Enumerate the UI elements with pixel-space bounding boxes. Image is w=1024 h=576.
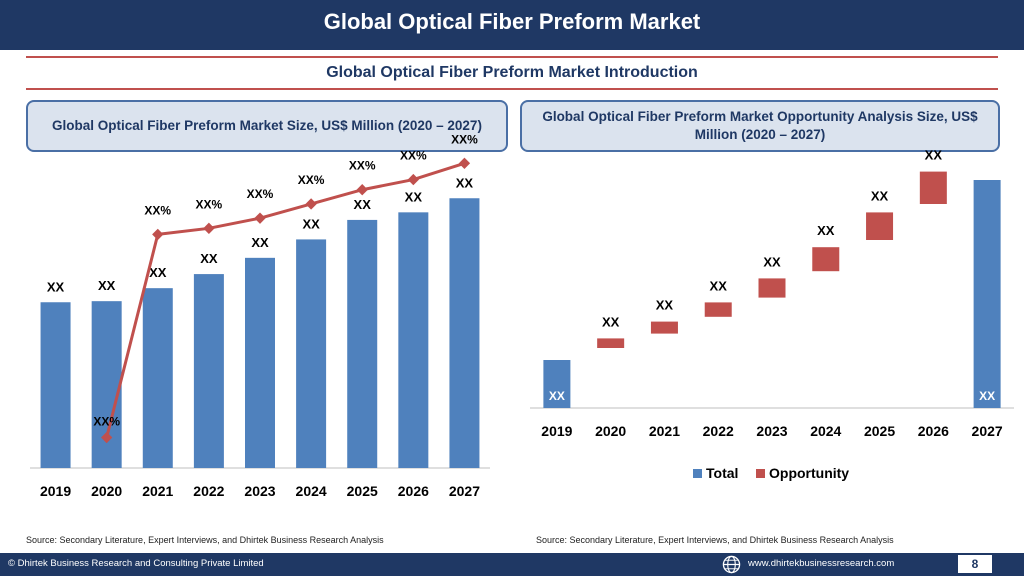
x-tick-label: 2022 — [193, 483, 224, 499]
top-divider — [26, 56, 998, 58]
bar-value-label: XX — [98, 278, 116, 293]
total-bar — [543, 360, 571, 408]
growth-label: XX% — [144, 203, 171, 217]
opportunity-bar — [812, 247, 840, 272]
bar-value-label: XX — [405, 189, 423, 204]
growth-line — [105, 161, 465, 438]
right-panel-title: Global Optical Fiber Preform Market Oppo… — [520, 100, 1000, 152]
footer-bar: © Dhirtek Business Research and Consulti… — [0, 553, 1024, 576]
x-tick-label: 2026 — [918, 423, 949, 439]
growth-marker — [407, 173, 419, 186]
left-source-note: Source: Secondary Literature, Expert Int… — [26, 535, 384, 545]
bar — [296, 239, 327, 468]
growth-label: XX% — [298, 173, 325, 187]
opportunity-bar — [866, 212, 894, 240]
bar — [40, 302, 71, 468]
x-tick-label: 2023 — [756, 423, 787, 439]
growth-marker — [356, 184, 368, 196]
x-tick-label: 2027 — [449, 483, 480, 499]
opportunity-value-label: XX — [763, 254, 781, 269]
total-value-label: XX — [979, 389, 995, 403]
opportunity-value-label: XX — [710, 278, 728, 293]
bottom-divider — [26, 88, 998, 90]
legend-swatch-opportunity — [756, 469, 765, 478]
x-tick-label: 2020 — [595, 423, 626, 439]
total-value-label: XX — [549, 389, 565, 403]
x-tick-label: 2021 — [142, 483, 173, 499]
bar — [398, 212, 429, 468]
bar — [142, 288, 173, 468]
opportunity-bar — [758, 278, 786, 298]
opportunity-value-label: XX — [602, 314, 620, 329]
bar-value-label: XX — [251, 235, 269, 250]
opportunity-value-label: XX — [871, 188, 889, 203]
bar — [245, 257, 275, 468]
growth-marker — [152, 228, 164, 241]
x-tick-label: 2027 — [972, 423, 1003, 439]
x-tick-label: 2026 — [398, 483, 429, 499]
bar — [193, 274, 224, 468]
legend-label-opportunity: Opportunity — [769, 465, 849, 481]
legend-swatch-total — [693, 469, 702, 478]
x-tick-label: 2019 — [541, 423, 572, 439]
website-link[interactable]: www.dhirtekbusinessresearch.com — [748, 558, 895, 569]
growth-marker — [458, 157, 471, 169]
opportunity-value-label: XX — [817, 223, 835, 238]
bar-value-label: XX — [47, 279, 65, 294]
bar — [449, 198, 480, 468]
x-tick-label: 2024 — [810, 423, 841, 439]
opportunity-bar — [919, 171, 947, 204]
bar — [347, 219, 378, 468]
right-source-note: Source: Secondary Literature, Expert Int… — [536, 535, 894, 545]
opportunity-bar — [704, 302, 732, 317]
section-subtitle: Global Optical Fiber Preform Market Intr… — [326, 64, 698, 81]
left-panel-title: Global Optical Fiber Preform Market Size… — [26, 100, 508, 152]
opportunity-value-label: XX — [925, 148, 943, 163]
x-tick-label: 2021 — [649, 423, 680, 439]
page-title: Global Optical Fiber Preform Market — [323, 9, 701, 34]
x-tick-label: 2025 — [864, 423, 895, 439]
opportunity-bar — [597, 338, 625, 348]
globe-icon — [722, 555, 741, 574]
growth-label: XX% — [196, 197, 223, 211]
bar-value-label: XX — [302, 216, 320, 231]
growth-marker — [305, 198, 317, 210]
x-tick-label: 2020 — [91, 483, 122, 499]
bar-value-label: XX — [456, 175, 474, 190]
copyright-text: © Dhirtek Business Research and Consulti… — [8, 558, 264, 569]
growth-marker — [254, 212, 266, 224]
bar-value-label: XX — [149, 265, 167, 280]
x-tick-label: 2023 — [244, 483, 275, 499]
growth-label: XX% — [349, 159, 376, 173]
bar-value-label: XX — [200, 251, 218, 266]
header-bar: Global Optical Fiber Preform Market — [0, 0, 1024, 50]
x-tick-label: 2025 — [347, 483, 378, 499]
total-bar — [973, 180, 1001, 408]
growth-label: XX% — [247, 187, 274, 201]
growth-label: XX% — [400, 149, 427, 163]
x-tick-label: 2019 — [40, 483, 71, 499]
growth-label: XX% — [451, 132, 478, 146]
opportunity-bar — [650, 321, 678, 334]
growth-label: XX% — [93, 415, 120, 429]
page-number: 8 — [958, 555, 992, 573]
bar-value-label: XX — [354, 197, 372, 212]
legend-label-total: Total — [706, 465, 738, 481]
growth-marker — [203, 222, 215, 234]
x-tick-label: 2022 — [703, 423, 734, 439]
x-tick-label: 2024 — [296, 483, 327, 499]
opportunity-value-label: XX — [656, 298, 674, 313]
